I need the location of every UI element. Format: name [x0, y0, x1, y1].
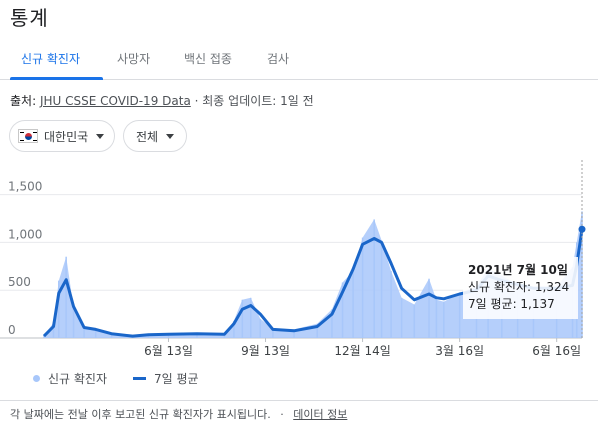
active-tab-indicator: [10, 77, 103, 80]
chevron-down-icon: [96, 133, 105, 139]
x-tick-label: 3월 16일: [435, 344, 484, 358]
range-dropdown[interactable]: 전체: [123, 120, 187, 152]
range-label: 전체: [136, 129, 159, 144]
source-prefix: 출처:: [10, 94, 37, 108]
tab-new-cases[interactable]: 신규 확진자: [21, 52, 81, 66]
y-tick-label: 0: [8, 323, 16, 337]
tab-tests[interactable]: 검사: [267, 52, 290, 66]
legend-average-label: 7일 평균: [154, 372, 199, 386]
footnote-text: 각 날짜에는 전날 이후 보고된 신규 확진자가 표시됩니다.: [10, 408, 271, 421]
source-line: 출처: JHU CSSE COVID-19 Data · 최종 업데이트: 1일…: [10, 92, 314, 109]
last-updated: · 최종 업데이트: 1일 전: [194, 94, 314, 108]
legend-average: 7일 평균: [133, 370, 199, 387]
x-tick-label: 9월 13일: [241, 344, 290, 358]
y-tick-label: 500: [8, 275, 31, 289]
tooltip-new-cases: 신규 확진자: 1,324: [468, 280, 569, 294]
tab-bar: 신규 확진자 사망자 백신 접종 검사: [0, 44, 598, 80]
page-title: 통계: [10, 6, 49, 30]
x-tick-label: 12월 14일: [334, 344, 390, 358]
legend-line-icon: [133, 377, 146, 380]
source-link[interactable]: JHU CSSE COVID-19 Data: [39, 94, 191, 108]
south-korea-flag-icon: [18, 129, 38, 143]
x-tick-label: 6월 13일: [144, 344, 193, 358]
region-dropdown[interactable]: 대한민국: [9, 120, 115, 152]
cases-chart[interactable]: 0 500 1,000 1,500 6월 13일 9월 13일 12월 14일 3월 16일…: [0, 160, 598, 365]
y-tick-label: 1,000: [8, 227, 42, 241]
hover-point: [578, 225, 586, 233]
data-info-link[interactable]: 데이터 정보: [293, 408, 348, 421]
tooltip-date: 2021년 7월 10일: [468, 262, 568, 277]
tab-vaccinations[interactable]: 백신 접종: [184, 52, 232, 66]
tab-deaths[interactable]: 사망자: [117, 52, 151, 66]
legend-dot-icon: [33, 375, 40, 382]
y-tick-label: 1,500: [8, 180, 42, 194]
hover-tooltip: 2021년 7월 10일 신규 확진자: 1,324 7일 평균: 1,137: [463, 257, 578, 319]
legend-daily-label: 신규 확진자: [48, 372, 108, 386]
x-tick-label: 6월 16일: [532, 344, 581, 358]
chevron-down-icon: [166, 133, 175, 139]
footnote: 각 날짜에는 전날 이후 보고된 신규 확진자가 표시됩니다. · 데이터 정보: [0, 400, 598, 427]
daily-cases-area: [44, 211, 582, 338]
legend-daily: 신규 확진자: [33, 370, 107, 387]
region-label: 대한민국: [44, 129, 89, 144]
tooltip-average: 7일 평균: 1,137: [468, 297, 555, 311]
